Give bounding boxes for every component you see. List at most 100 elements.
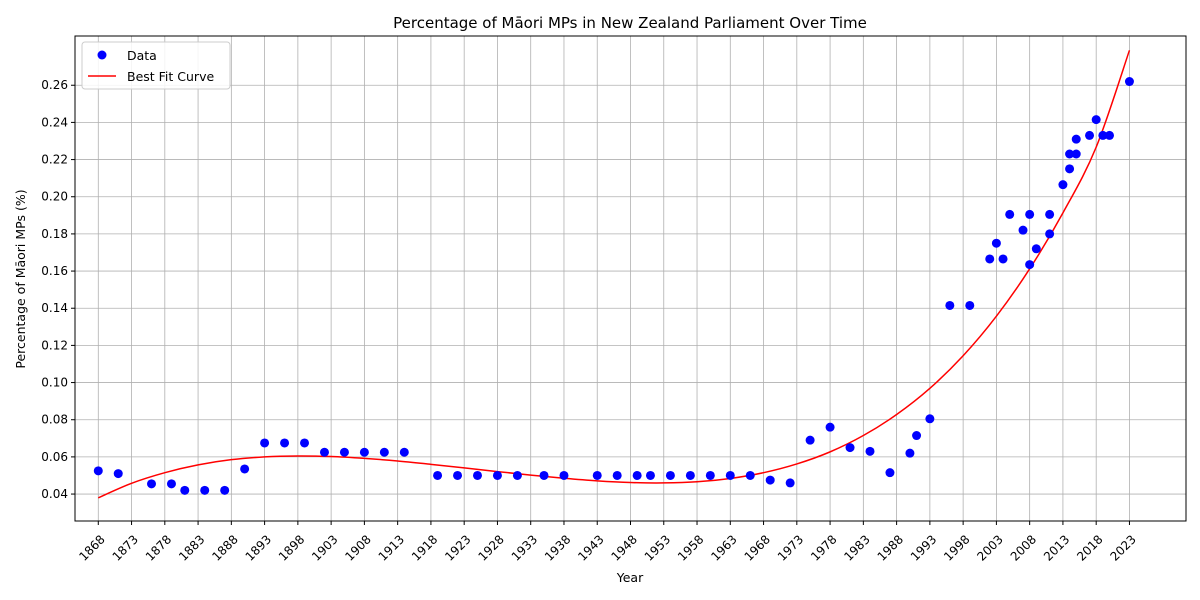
data-point <box>300 438 310 448</box>
data-point <box>433 470 443 480</box>
x-tick-label: 1898 <box>276 532 307 563</box>
legend-label-fit: Best Fit Curve <box>127 69 214 84</box>
data-point <box>645 470 655 480</box>
x-tick-label: 1928 <box>475 532 506 563</box>
data-point <box>1065 149 1075 159</box>
data-point <box>339 447 349 457</box>
data-point <box>1071 134 1081 144</box>
x-tick-label: 2013 <box>1041 532 1072 563</box>
data-point <box>166 479 176 489</box>
data-point <box>1018 225 1028 235</box>
data-point <box>319 447 329 457</box>
y-tick-label: 0.24 <box>41 115 68 129</box>
curve-layer <box>97 50 1131 499</box>
data-point <box>785 478 795 488</box>
data-point <box>825 422 835 432</box>
data-point <box>93 466 103 476</box>
data-point <box>1091 115 1101 125</box>
data-point <box>220 485 230 495</box>
x-tick-label: 1873 <box>110 532 141 563</box>
points-layer <box>93 77 1134 495</box>
x-tick-label: 1878 <box>143 532 174 563</box>
x-tick-label: 1883 <box>176 532 207 563</box>
data-point <box>200 485 210 495</box>
y-tick-label: 0.08 <box>41 413 68 427</box>
x-tick-label: 1903 <box>309 532 340 563</box>
data-point <box>632 470 642 480</box>
data-point <box>912 431 922 441</box>
data-point <box>845 443 855 453</box>
legend-label-data: Data <box>127 48 157 63</box>
x-tick-label: 1938 <box>542 532 573 563</box>
data-point <box>905 448 915 458</box>
data-point <box>559 470 569 480</box>
data-point <box>1071 149 1081 159</box>
y-tick-label: 0.26 <box>41 78 68 92</box>
y-axis: 0.04 0.06 0.08 0.10 0.12 0.14 0.16 0.18 0.20 0.22… <box>41 78 75 501</box>
data-point <box>1025 260 1035 270</box>
x-tick-label: 1993 <box>908 532 939 563</box>
y-tick-label: 0.04 <box>41 487 68 501</box>
x-tick-label: 1968 <box>742 532 773 563</box>
data-point <box>1031 244 1041 254</box>
data-point <box>805 435 815 445</box>
grid <box>75 36 1186 521</box>
data-point <box>240 464 250 474</box>
data-point <box>1065 164 1075 174</box>
y-tick-label: 0.18 <box>41 227 68 241</box>
y-tick-label: 0.20 <box>41 190 68 204</box>
best-fit-curve <box>97 50 1131 499</box>
data-point <box>1104 130 1114 140</box>
data-point <box>280 438 290 448</box>
data-point <box>359 447 369 457</box>
data-point <box>1085 130 1095 140</box>
x-tick-label: 1998 <box>941 532 972 563</box>
x-tick-label: 1953 <box>642 532 673 563</box>
y-tick-label: 0.16 <box>41 264 68 278</box>
data-point <box>991 238 1001 248</box>
data-point <box>147 479 157 489</box>
x-tick-label: 1923 <box>442 532 473 563</box>
legend-marker-data <box>97 50 107 60</box>
data-point <box>1005 209 1015 219</box>
x-tick-label: 1868 <box>76 532 107 563</box>
data-point <box>399 447 409 457</box>
x-tick-label: 2008 <box>1008 532 1039 563</box>
data-point <box>492 470 502 480</box>
y-tick-label: 0.10 <box>41 376 68 390</box>
x-tick-label: 1983 <box>841 532 872 563</box>
y-tick-label: 0.12 <box>41 338 68 352</box>
data-point <box>1045 229 1055 239</box>
data-point <box>512 470 522 480</box>
data-point <box>965 300 975 310</box>
data-point <box>592 470 602 480</box>
data-point <box>885 468 895 478</box>
x-tick-label: 1893 <box>243 532 274 563</box>
data-point <box>685 470 695 480</box>
y-axis-label: Percentage of Māori MPs (%) <box>13 189 28 368</box>
data-point <box>745 470 755 480</box>
data-point <box>379 447 389 457</box>
x-tick-label: 2018 <box>1074 532 1105 563</box>
x-axis-label: Year <box>616 570 644 585</box>
data-point <box>725 470 735 480</box>
data-point <box>925 414 935 424</box>
data-point <box>612 470 622 480</box>
x-tick-label: 1973 <box>775 532 806 563</box>
data-point <box>180 485 190 495</box>
legend: Data Best Fit Curve <box>81 41 231 90</box>
data-point <box>705 470 715 480</box>
x-tick-label: 1888 <box>209 532 240 563</box>
data-point <box>539 470 549 480</box>
x-tick-label: 1978 <box>808 532 839 563</box>
data-point <box>113 469 123 479</box>
y-tick-label: 0.22 <box>41 153 68 167</box>
x-tick-label: 2003 <box>974 532 1005 563</box>
x-tick-label: 1918 <box>409 532 440 563</box>
data-point <box>260 438 270 448</box>
x-tick-label: 1958 <box>675 532 706 563</box>
x-tick-label: 1908 <box>342 532 373 563</box>
data-point <box>1124 77 1134 87</box>
x-tick-label: 1988 <box>875 532 906 563</box>
